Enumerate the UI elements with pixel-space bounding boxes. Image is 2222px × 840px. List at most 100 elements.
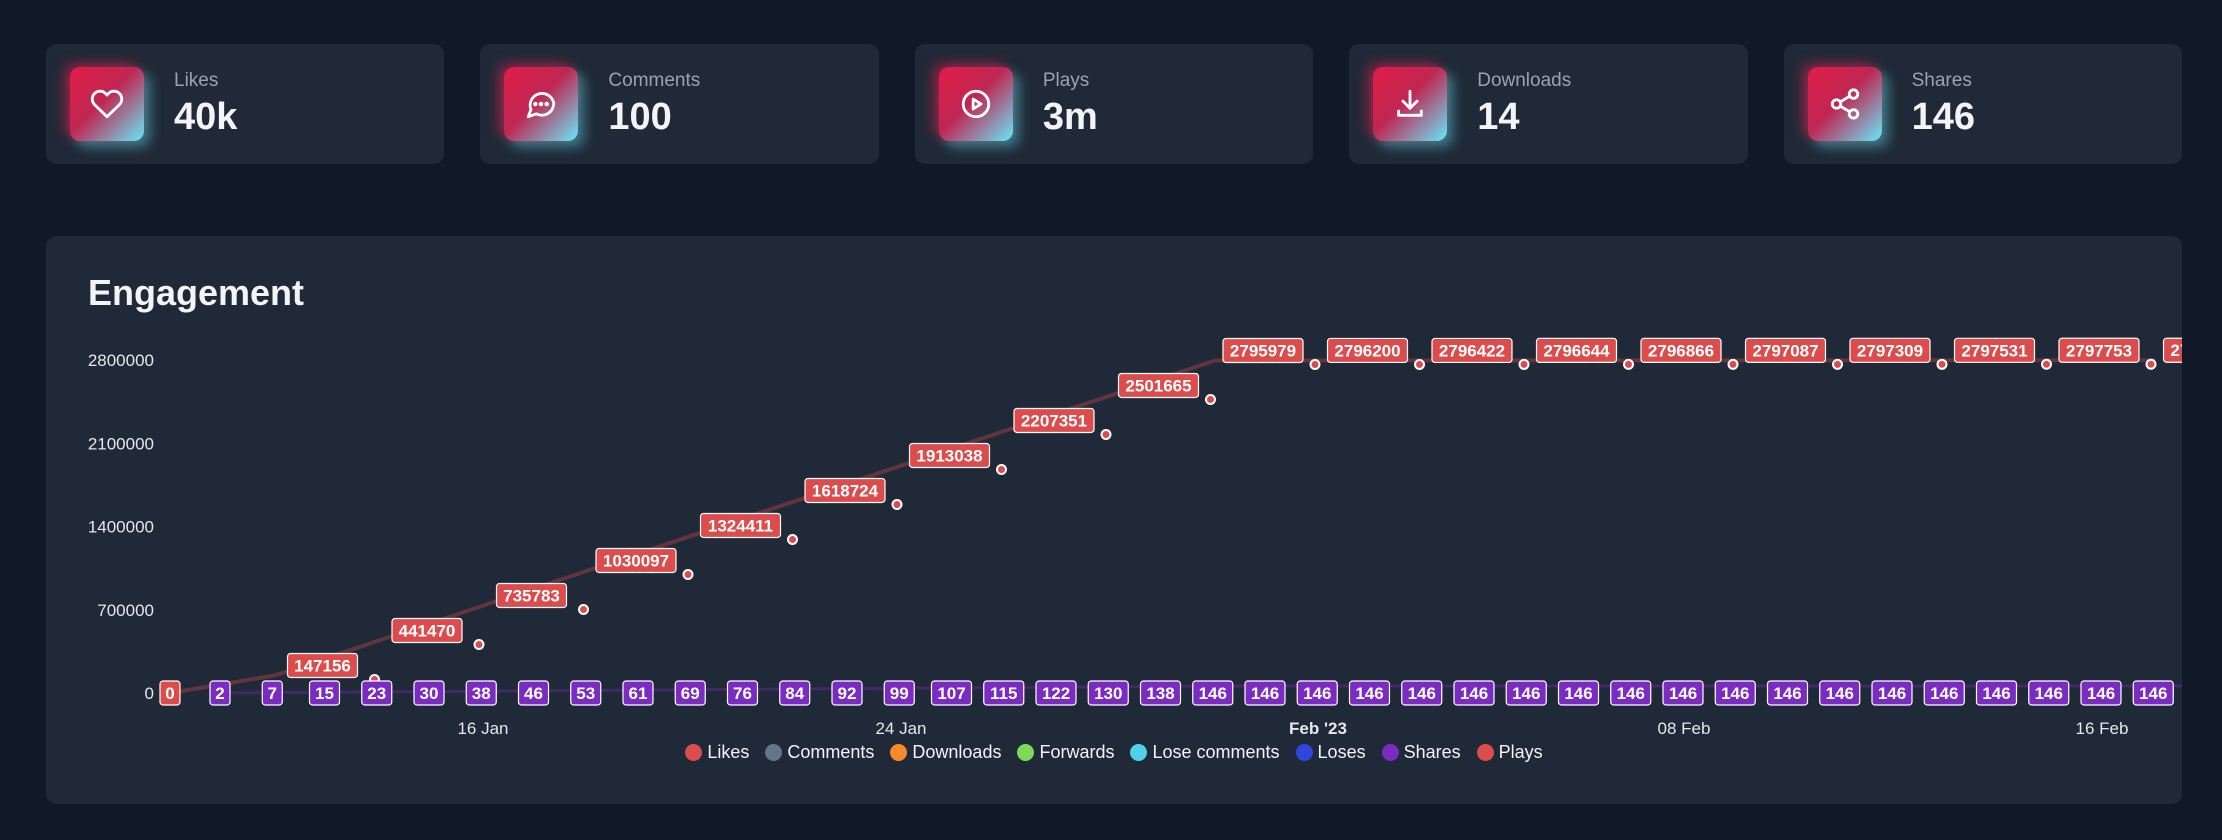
engagement-chart: 0 700000 1400000 2100000 2800000 16 Jan 24 Jan… — [88, 337, 2182, 738]
plays-point — [891, 498, 903, 510]
shares-data-label-box — [1348, 680, 1391, 706]
plays-data-label-box — [159, 680, 181, 706]
plays-point — [1414, 358, 1425, 370]
shares-data-label: 115 — [990, 684, 1017, 703]
plays-data-label: 2796866 — [1648, 341, 1714, 360]
plays-data-label-box — [2058, 337, 2140, 363]
shares-data-label-box — [1087, 680, 1129, 706]
legend-item[interactable]: Plays — [1476, 742, 1543, 763]
plays-data-label: 0 — [165, 684, 174, 703]
plays-point — [473, 638, 485, 650]
shares-data-label-box — [465, 680, 497, 706]
legend-item[interactable]: Downloads — [890, 742, 1001, 763]
legend-swatch — [685, 744, 703, 761]
shares-data-label: 107 — [937, 684, 965, 703]
shares-data-label: 46 — [524, 684, 543, 703]
share-icon — [1807, 67, 1882, 141]
shares-data-label: 146 — [1199, 684, 1227, 703]
plays-data-label-box — [1849, 337, 1931, 363]
shares-data-label-box — [261, 680, 283, 706]
shares-data-label-box — [1975, 680, 2018, 706]
legend-swatch — [1130, 744, 1148, 761]
legend-swatch — [765, 744, 783, 761]
plays-data-label: 1030097 — [603, 551, 669, 570]
stat-value: 14 — [1477, 95, 1520, 138]
legend-label: Likes — [707, 742, 750, 762]
legend-swatch — [890, 744, 908, 761]
plays-point — [1623, 358, 1634, 370]
plays-data-label-box — [1117, 372, 1200, 399]
y-tick-label: 2100000 — [88, 434, 154, 453]
shares-data-label-box — [1557, 680, 1600, 706]
stat-value: 100 — [608, 95, 672, 138]
shares-data-label-box — [308, 680, 341, 706]
legend-item[interactable]: Shares — [1381, 742, 1461, 763]
stat-card-plays: Plays 3m — [914, 44, 1314, 164]
legend-label: Forwards — [1039, 742, 1115, 762]
stat-value: 40k — [174, 95, 238, 138]
legend-item[interactable]: Lose comments — [1130, 742, 1280, 763]
legend-label: Shares — [1403, 742, 1461, 762]
plays-point — [996, 463, 1007, 475]
plays-point — [787, 533, 798, 545]
shares-data-label: 146 — [1773, 684, 1801, 703]
shares-data-label: 2 — [215, 684, 224, 703]
legend-item[interactable]: Likes — [685, 742, 749, 763]
shares-data-label: 146 — [1721, 684, 1749, 703]
legend-item[interactable]: Loses — [1295, 742, 1366, 763]
heart-icon — [70, 67, 144, 141]
shares-data-label: 146 — [1408, 684, 1436, 703]
shares-data-label: 146 — [1930, 684, 1958, 703]
stat-value: 3m — [1042, 95, 1098, 138]
chat-icon — [504, 67, 579, 141]
legend-item[interactable]: Comments — [765, 742, 874, 763]
engagement-card: Engagement 0 700000 1400000 2100000 2800000 1… — [46, 236, 2182, 804]
plays-data-label-box — [804, 477, 886, 504]
play-icon — [938, 67, 1013, 141]
legend-swatch — [1017, 744, 1035, 761]
plays-data-label: 2796422 — [1439, 341, 1505, 360]
shares-data-label-box — [1244, 680, 1286, 706]
legend-item[interactable]: Forwards — [1017, 742, 1114, 763]
shares-data-label: 146 — [1564, 684, 1592, 703]
y-tick-label: 700000 — [97, 601, 154, 620]
stat-label: Downloads — [1477, 69, 1572, 91]
plays-data-label: 2796644 — [1543, 341, 1610, 360]
shares-data-label: 92 — [838, 684, 857, 703]
legend-label: Loses — [1317, 742, 1366, 762]
stat-card-downloads: Downloads 14 — [1349, 44, 1748, 164]
y-tick-label: 0 — [145, 684, 154, 703]
legend-label: Plays — [1498, 742, 1543, 762]
plays-data-label-box — [1431, 337, 1513, 364]
plays-data-label: 2797309 — [1857, 341, 1923, 360]
shares-data-label: 61 — [629, 684, 648, 703]
shares-data-label: 69 — [681, 684, 700, 703]
plays-data-label: 2797975 — [2170, 341, 2182, 360]
shares-data-label-box — [361, 680, 393, 706]
shares-data-label: 146 — [1512, 684, 1540, 703]
shares-data-label: 23 — [367, 684, 386, 703]
shares-data-label-box — [983, 680, 1025, 706]
x-tick-label: 24 Jan — [875, 719, 926, 738]
stat-card-comments: Comments 100 — [480, 44, 879, 164]
shares-data-label-box — [1819, 680, 1861, 706]
shares-data-label-box — [726, 680, 759, 706]
plays-point — [1309, 358, 1321, 370]
plays-data-label: 441470 — [399, 621, 456, 640]
shares-data-label-box — [1505, 680, 1547, 706]
shares-data-label-box — [1192, 680, 1234, 706]
shares-data-label: 138 — [1146, 684, 1174, 703]
plays-data-label-box — [1640, 337, 1722, 363]
legend-swatch — [1295, 744, 1313, 761]
plays-data-label-box — [391, 617, 463, 644]
shares-data-label-box — [1714, 680, 1756, 706]
stats-row: Likes 40k Comments 100 Plays 3m Download… — [46, 44, 2183, 164]
shares-data-label-box — [1923, 680, 1965, 706]
download-icon — [1373, 67, 1448, 141]
shares-data-label: 146 — [1355, 684, 1383, 703]
plays-line — [169, 358, 2156, 695]
stat-card-shares: Shares 146 — [1783, 44, 2183, 164]
shares-data-label-box — [1296, 680, 1338, 706]
plays-data-label-box — [1535, 337, 1618, 363]
shares-data-label-box — [1662, 680, 1704, 706]
